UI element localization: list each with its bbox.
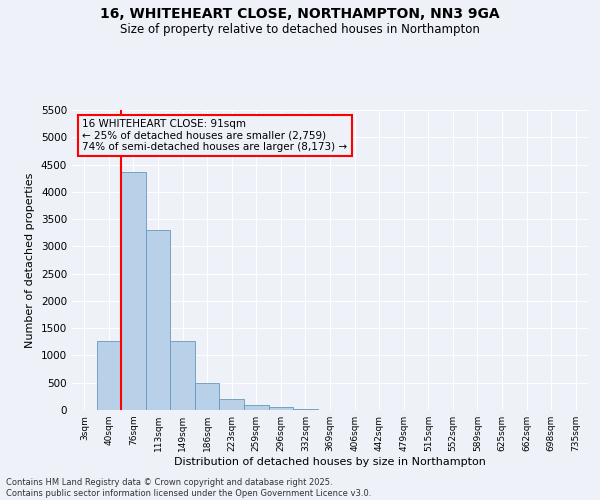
Bar <box>244 404 269 410</box>
Bar <box>220 398 244 410</box>
Text: 16, WHITEHEART CLOSE, NORTHAMPTON, NN3 9GA: 16, WHITEHEART CLOSE, NORTHAMPTON, NN3 9… <box>100 8 500 22</box>
Text: 16 WHITEHEART CLOSE: 91sqm
← 25% of detached houses are smaller (2,759)
74% of s: 16 WHITEHEART CLOSE: 91sqm ← 25% of deta… <box>82 119 347 152</box>
Bar <box>293 409 318 410</box>
Y-axis label: Number of detached properties: Number of detached properties <box>25 172 35 348</box>
Text: Contains HM Land Registry data © Crown copyright and database right 2025.
Contai: Contains HM Land Registry data © Crown c… <box>6 478 371 498</box>
X-axis label: Distribution of detached houses by size in Northampton: Distribution of detached houses by size … <box>174 457 486 467</box>
Text: Size of property relative to detached houses in Northampton: Size of property relative to detached ho… <box>120 22 480 36</box>
Bar <box>146 230 170 410</box>
Bar <box>121 172 146 410</box>
Bar <box>170 340 195 410</box>
Bar <box>97 342 121 410</box>
Bar <box>269 406 293 410</box>
Bar <box>195 382 220 410</box>
